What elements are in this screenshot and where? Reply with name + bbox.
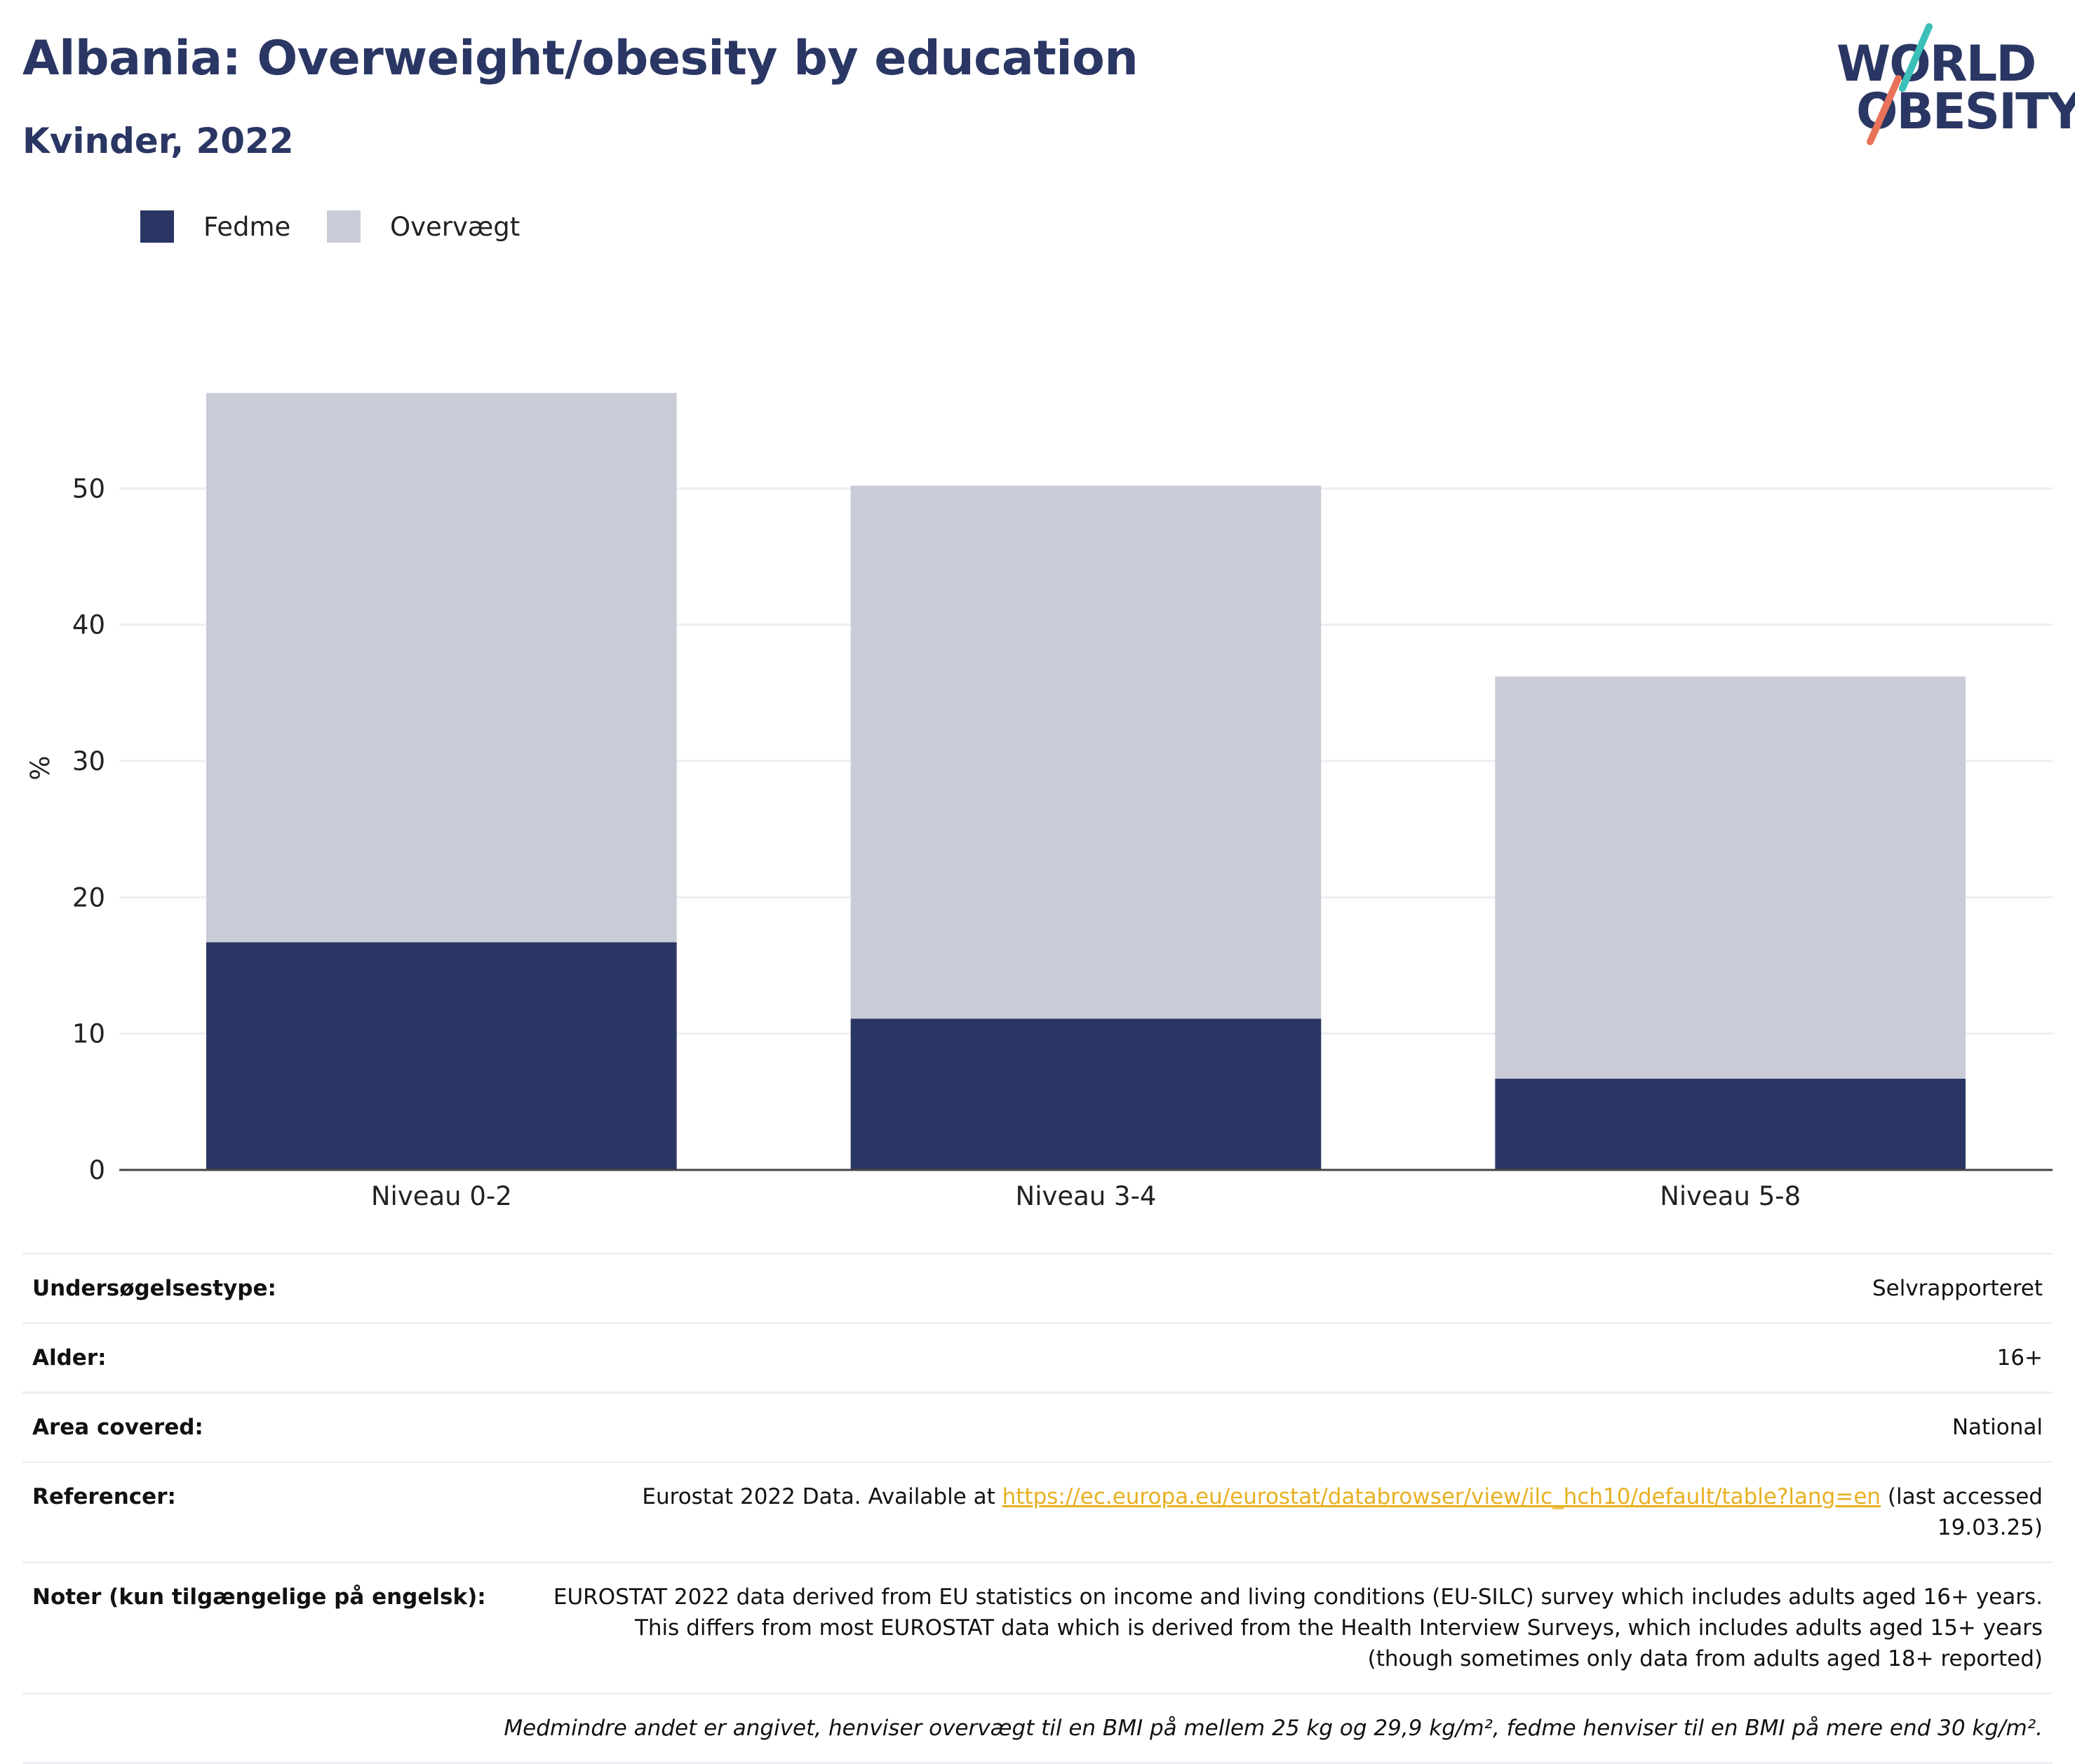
logo-slash-icon — [1867, 23, 1933, 145]
bar-fedme — [206, 942, 677, 1170]
y-tick-label: 30 — [72, 746, 105, 776]
page-title: Albania: Overweight/obesity by education — [22, 31, 1139, 86]
y-tick-label: 10 — [72, 1019, 105, 1049]
y-tick-label: 20 — [72, 882, 105, 913]
page-subtitle: Kvinder, 2022 — [22, 121, 294, 161]
legend-swatch-overvaegt — [327, 210, 361, 243]
footnote: Medmindre andet er angivet, henviser ove… — [22, 1692, 2053, 1764]
info-row-area: Area covered: National — [22, 1392, 2053, 1462]
bar-fedme — [1495, 1078, 1966, 1170]
bar-overvaegt — [206, 393, 677, 943]
y-axis-label: % — [25, 755, 55, 780]
stacked-bar-chart: 0 10 20 30 40 50% Niveau 0-2 Niveau 3-4 Niveau 5… — [25, 393, 2053, 1211]
y-tick-label: 40 — [72, 610, 105, 640]
bar-overvaegt — [1495, 676, 1966, 1079]
legend-swatch-fedme — [140, 210, 174, 243]
y-tick-label: 0 — [88, 1155, 105, 1185]
info-value: Eurostat 2022 Data. Available at https:/… — [533, 1461, 2053, 1563]
info-label: Noter (kun tilgængelige på engelsk): — [22, 1561, 533, 1694]
logo-line-1: WORLD — [1836, 35, 2036, 93]
info-row-footnote: Medmindre andet er angivet, henviser ove… — [22, 1692, 2053, 1764]
x-tick-label: Niveau 5-8 — [1660, 1181, 1801, 1211]
info-row-survey-type: Undersøgelsestype: Selvrapporteret — [22, 1252, 2053, 1324]
info-row-references: Referencer: Eurostat 2022 Data. Availabl… — [22, 1461, 2053, 1563]
y-tick-label: 50 — [72, 473, 105, 504]
info-row-notes: Noter (kun tilgængelige på engelsk): EUR… — [22, 1561, 2053, 1694]
info-value: Selvrapporteret — [533, 1252, 2053, 1324]
bar-fedme — [850, 1018, 1322, 1170]
info-value: 16+ — [533, 1322, 2053, 1393]
info-label: Undersøgelsestype: — [22, 1252, 533, 1324]
info-value: EUROSTAT 2022 data derived from EU stati… — [533, 1561, 2053, 1694]
legend-label-fedme: Fedme — [203, 212, 291, 242]
info-label: Referencer: — [22, 1461, 533, 1563]
x-tick-label: Niveau 0-2 — [371, 1181, 512, 1211]
x-tick-label: Niveau 3-4 — [1016, 1181, 1157, 1211]
legend-label-overvaegt: Overvægt — [390, 212, 521, 242]
reference-prefix: Eurostat 2022 Data. Available at — [642, 1484, 1002, 1510]
bar-overvaegt — [850, 485, 1322, 1019]
world-obesity-logo: WORLD OBESITY — [1831, 18, 2075, 152]
info-row-age: Alder: 16+ — [22, 1322, 2053, 1393]
info-value: National — [533, 1392, 2053, 1462]
info-table: Undersøgelsestype: Selvrapporteret Alder… — [22, 1252, 2053, 1764]
reference-suffix: (last accessed 19.03.25) — [1881, 1484, 2043, 1541]
reference-link[interactable]: https://ec.europa.eu/eurostat/databrowse… — [1002, 1484, 1881, 1510]
info-label: Area covered: — [22, 1392, 533, 1462]
info-label: Alder: — [22, 1322, 533, 1393]
